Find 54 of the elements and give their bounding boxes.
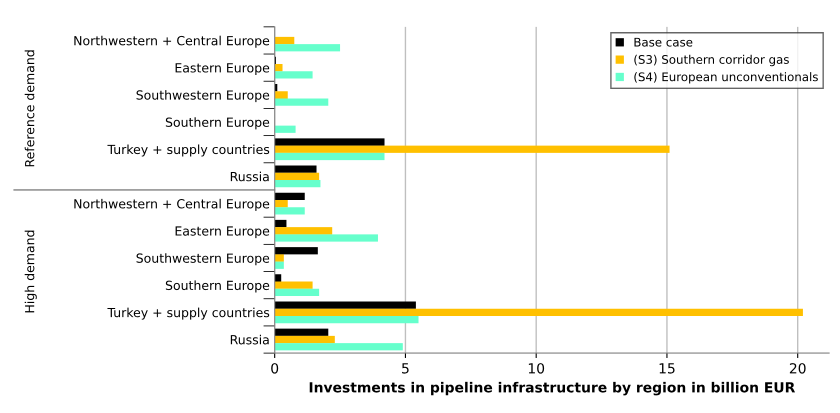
bar (274, 282, 313, 289)
bar (274, 336, 335, 344)
legend-label: (S3) Southern corridor gas (634, 54, 789, 66)
bar (274, 44, 340, 52)
x-tick-label: 0 (271, 363, 278, 374)
text: High demand (24, 230, 37, 312)
bar (274, 98, 328, 106)
legend-label: (S4) European unconventionals (634, 72, 818, 84)
bar (274, 91, 288, 98)
legend-label: Base case (634, 38, 692, 47)
y-tick-label: Russia (230, 172, 269, 182)
bar (274, 172, 320, 180)
bar (274, 192, 305, 200)
bar (274, 200, 288, 208)
bar (274, 126, 296, 133)
bar (274, 308, 803, 316)
bar (274, 36, 294, 44)
x-tick-label: 15 (660, 363, 675, 374)
y-tick-label: Southwestern Europe (136, 90, 270, 102)
y-tick-label: Northwestern + Central Europe (74, 198, 270, 211)
y-tick-label: Eastern Europe (176, 226, 270, 238)
y-tick-label: Southwestern Europe (136, 253, 270, 266)
bar (274, 166, 317, 173)
x-tick-label: 20 (790, 363, 806, 374)
y-tick-label: Russia (230, 334, 269, 344)
bar (274, 180, 320, 188)
bar (274, 146, 670, 153)
bar (274, 64, 283, 72)
x-tick-label: 10 (528, 363, 544, 374)
bar (274, 254, 284, 262)
y-tick-label: Southern Europe (166, 117, 270, 130)
bar (274, 288, 320, 296)
y-tick-label: Northwestern + Central Europe (74, 36, 270, 48)
y-tick-label: Eastern Europe (176, 63, 270, 75)
x-tick-label: 5 (402, 363, 409, 374)
y-tick-label: Turkey + supply countries (107, 308, 270, 320)
y-tick-label: Southern Europe (166, 280, 270, 292)
bar (274, 234, 378, 242)
bar (274, 207, 305, 214)
bar (274, 316, 419, 324)
bar (274, 138, 385, 146)
bar (274, 71, 313, 79)
text: Reference demand (24, 50, 34, 166)
bar (274, 328, 328, 336)
bar (274, 152, 385, 160)
x-axis-title: Investments in pipeline infrastructure by region in billion EUR (310, 382, 796, 396)
bar (274, 262, 284, 269)
bar (274, 343, 403, 350)
bar (274, 247, 318, 254)
bar (274, 227, 332, 234)
bar (274, 220, 286, 228)
bar (274, 301, 416, 309)
bar (274, 84, 278, 92)
y-tick-label: Turkey + supply countries (107, 144, 270, 157)
